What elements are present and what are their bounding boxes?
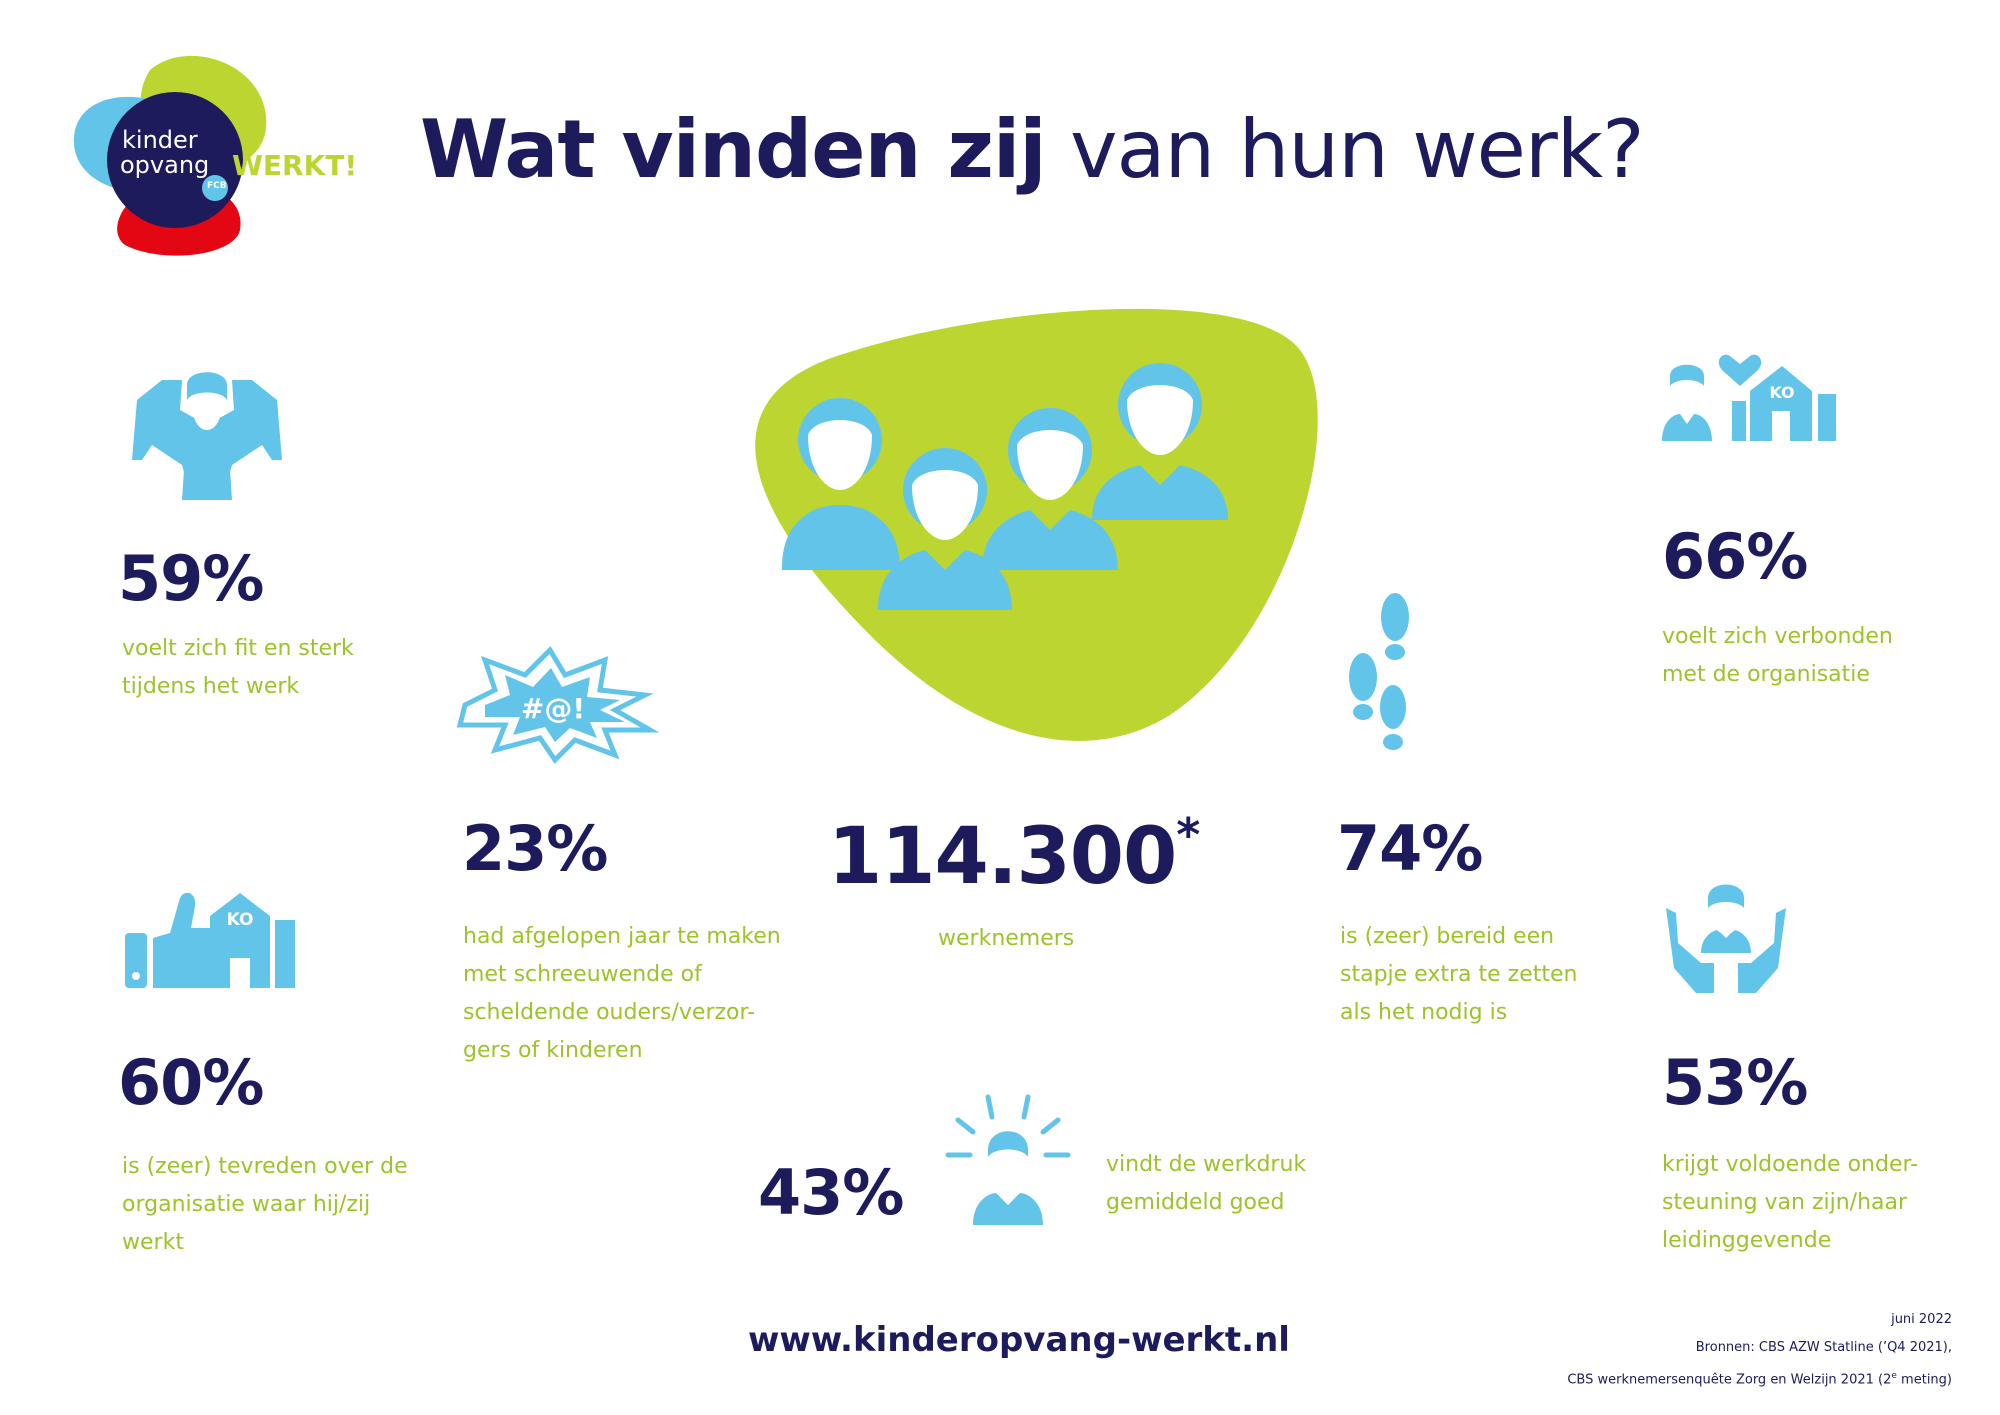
asterisk: * <box>1176 808 1200 862</box>
stat-support-text: krijgt voldoende onder- steuning van zij… <box>1662 1152 1919 1253</box>
website-link[interactable]: www.kinderopvang-werkt.nl <box>748 1320 1290 1360</box>
person-heart-building-icon: KO <box>1662 354 1836 441</box>
cursing-symbols: #@! <box>521 692 585 725</box>
logo-blobs <box>73 55 267 256</box>
title-light: van hun werk? <box>1045 103 1644 196</box>
logo-badge: FCB <box>207 181 227 191</box>
stat-workload-text: vindt de werkdruk gemiddeld goed <box>1106 1152 1307 1215</box>
group-of-people-icon <box>755 308 1318 741</box>
stat-extra-step-value: 74% <box>1337 812 1483 885</box>
stat-support-value: 53% <box>1662 1046 1808 1119</box>
total-employees-number: 114.300 <box>828 812 1177 902</box>
source-line-1: Bronnen: CBS AZW Statline (’Q4 2021), <box>1695 1340 1952 1355</box>
title-bold: Wat vinden zij <box>420 103 1047 196</box>
stat-satisfied-text: is (zeer) tevreden over de organisatie w… <box>122 1154 408 1255</box>
building-badge: KO <box>227 910 254 930</box>
source-line-2-main: CBS werknemersenquête Zorg en Welzijn 20… <box>1567 1372 1892 1388</box>
stat-satisfied-value: 60% <box>118 1046 264 1119</box>
source-date: juni 2022 <box>1891 1312 1952 1327</box>
logo-werkt: WERKT! <box>232 149 358 182</box>
stat-fit-text: voelt zich fit en sterk tijdens het werk <box>122 636 354 699</box>
stat-connected-value: 66% <box>1662 520 1808 593</box>
source-line-2-end: meting) <box>1896 1372 1952 1388</box>
thumbs-up-building-icon: KO <box>125 892 295 988</box>
supporting-hands-icon <box>1666 884 1786 993</box>
logo-text-opvang: opvang <box>120 151 210 179</box>
stat-fit-value: 59% <box>118 542 264 615</box>
stat-extra-step-text: is (zeer) bereid een stapje extra te zet… <box>1340 924 1578 1025</box>
stat-workload-value: 43% <box>758 1156 904 1229</box>
page-title: Wat vinden zij van hun werk? <box>420 110 1645 190</box>
stat-connected-text: voelt zich verbonden met de organisatie <box>1662 624 1893 687</box>
cursing-speech-icon: #@! <box>456 645 660 764</box>
strong-person-icon <box>132 372 282 500</box>
building-badge: KO <box>1769 383 1794 402</box>
stat-screaming-text: had afgelopen jaar te maken met schreeuw… <box>463 924 781 1063</box>
total-employees-label: werknemers <box>938 926 1075 951</box>
source-line-2: CBS werknemersenquête Zorg en Welzijn 20… <box>1567 1362 1952 1394</box>
logo-text-kinder: kinder <box>122 126 198 154</box>
total-employees-value: 114.300* <box>828 812 1200 896</box>
radiating-person-icon <box>945 1094 1071 1225</box>
footsteps-icon <box>1349 593 1409 750</box>
source-line-2-sup: e <box>1891 1371 1897 1381</box>
stat-screaming-value: 23% <box>462 812 608 885</box>
